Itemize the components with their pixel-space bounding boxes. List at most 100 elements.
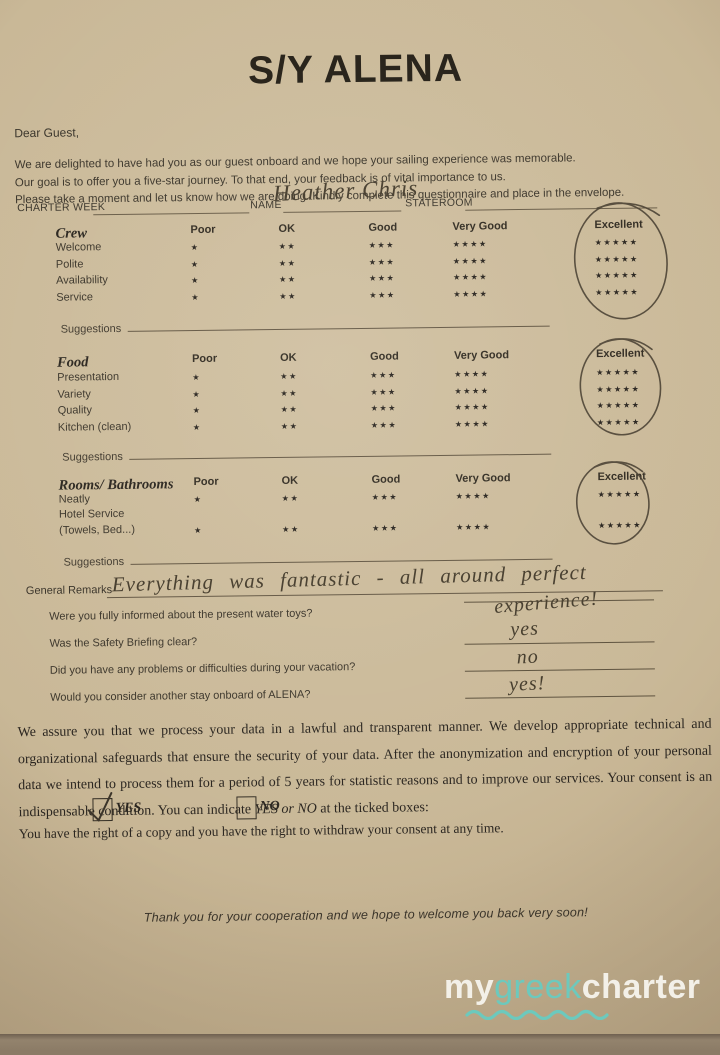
stars-good: ★★★ — [370, 420, 398, 431]
row-label-availability: Availability — [56, 274, 108, 287]
general-remarks-label: General Remarks — [25, 584, 113, 598]
stars-very-good: ★★★★ — [454, 402, 490, 413]
stars-poor: ★ — [192, 406, 202, 416]
stars-excellent: ★★★★★ — [596, 384, 641, 394]
stars-very-good: ★★★★ — [456, 521, 492, 532]
background-surface — [0, 1034, 720, 1051]
row-label-towels-bed: (Towels, Bed...) — [59, 523, 136, 537]
stars-ok: ★★ — [278, 242, 297, 252]
section-title-food: Food — [56, 354, 89, 371]
stars-poor: ★ — [193, 494, 203, 504]
logo-part-charter: charter — [581, 968, 701, 1006]
stars-excellent: ★★★★★ — [596, 367, 641, 377]
answer-blank — [465, 695, 656, 699]
question-another-stay: Would you consider another stay onboard … — [50, 688, 311, 704]
stars-ok: ★★ — [280, 388, 299, 398]
stars-poor: ★ — [192, 389, 202, 399]
stars-ok: ★★ — [280, 371, 298, 381]
name-blank — [283, 210, 402, 213]
stars-excellent: ★★★★★ — [594, 254, 639, 264]
column-header-good: Good — [369, 350, 399, 363]
salutation: Dear Guest, — [14, 125, 80, 141]
question-problems: Did you have any problems or difficultie… — [49, 661, 356, 677]
stars-excellent: ★★★★★ — [595, 287, 640, 297]
stars-ok: ★★ — [281, 493, 300, 503]
stars-excellent: ★★★★★ — [595, 270, 639, 281]
stars-ok: ★★ — [280, 405, 299, 415]
thank-you-line: Thank you for your cooperation and we ho… — [143, 905, 588, 925]
row-label-quality: Quality — [57, 404, 93, 418]
logo-part-my: my — [444, 968, 495, 1006]
column-header-very-good: Very Good — [453, 349, 510, 362]
question-safety-briefing: Was the Safety Briefing clear? — [49, 636, 198, 650]
food-rating-table: Food Poor OK Good Very Good Excellent Pr… — [47, 347, 708, 439]
handwritten-name: Heather Chris — [272, 175, 419, 206]
row-label-presentation: Presentation — [57, 370, 120, 384]
stars-ok: ★★ — [279, 274, 297, 285]
stars-very-good: ★★★★ — [452, 256, 489, 266]
answer-blank — [464, 641, 655, 645]
stars-excellent: ★★★★★ — [594, 237, 639, 248]
page-title: S/Y ALENA — [247, 46, 464, 93]
question-water-toys: Were you fully informed about the presen… — [49, 607, 313, 623]
rooms-rating-table: Rooms/ Bathrooms Poor OK Good Very Good … — [48, 470, 709, 540]
stars-good: ★★★ — [370, 403, 398, 414]
stars-good: ★★★ — [368, 257, 396, 267]
crew-suggestions: Suggestions — [60, 313, 550, 336]
no-checkbox-label: NO — [259, 799, 280, 815]
stars-very-good: ★★★★ — [452, 239, 488, 250]
stars-very-good: ★★★★ — [453, 288, 489, 299]
stars-excellent: ★★★★★ — [596, 400, 641, 411]
stars-very-good: ★★★★ — [454, 369, 490, 379]
stars-excellent: ★★★★★ — [597, 489, 642, 499]
stars-poor: ★ — [190, 259, 200, 269]
row-label-service: Service — [56, 290, 94, 304]
stars-poor: ★ — [194, 525, 203, 535]
suggestions-label: Suggestions — [60, 322, 122, 336]
no-checkbox — [236, 796, 257, 820]
stars-poor: ★ — [192, 423, 202, 433]
stars-good: ★★★ — [369, 290, 396, 300]
stars-poor: ★ — [190, 243, 200, 253]
suggestions-label: Suggestions — [63, 555, 125, 569]
suggestions-blank — [127, 313, 550, 332]
handwritten-answer-yes: yes — [509, 617, 540, 641]
stars-good: ★★★ — [370, 370, 397, 380]
stars-ok: ★★ — [278, 258, 297, 268]
stars-excellent: ★★★★★ — [596, 417, 641, 428]
stars-very-good: ★★★★ — [454, 419, 491, 430]
handwritten-answer-yes2: yes! — [508, 672, 546, 696]
stars-good: ★★★ — [369, 273, 396, 284]
stars-ok: ★★ — [279, 291, 297, 301]
row-label-polite: Polite — [55, 258, 84, 271]
stateroom-blank — [465, 207, 658, 211]
stars-very-good: ★★★★ — [455, 490, 491, 501]
row-label-hotel-service: Hotel Service — [58, 507, 125, 521]
stars-very-good: ★★★★ — [453, 272, 489, 283]
stars-poor: ★ — [191, 292, 201, 302]
yes-checkbox — [92, 798, 113, 822]
row-label-neatly: Neatly — [58, 492, 91, 506]
column-header-poor: Poor — [191, 352, 218, 366]
row-label-welcome: Welcome — [55, 241, 102, 255]
crew-rating-table: Crew Poor OK Good Very Good Excellent We… — [45, 218, 706, 308]
yes-checkbox-label: YES — [115, 800, 142, 817]
stars-ok: ★★ — [280, 421, 299, 432]
stars-poor: ★ — [192, 372, 202, 382]
row-label-kitchen: Kitchen (clean) — [57, 420, 132, 434]
stars-poor: ★ — [191, 276, 200, 286]
stars-excellent: ★★★★★ — [598, 520, 643, 530]
row-label-variety: Variety — [57, 387, 91, 401]
column-header-poor: Poor — [190, 223, 216, 237]
stars-good: ★★★ — [371, 492, 399, 502]
column-header-excellent: Excellent — [594, 218, 643, 232]
logo-wave-icon — [465, 1009, 609, 1020]
stars-ok: ★★ — [282, 524, 300, 534]
charter-week-blank — [93, 212, 250, 216]
mygreekcharter-logo: mygreekcharter — [444, 968, 700, 1007]
suggestions-blank — [128, 441, 551, 460]
logo-part-greek: greek — [494, 968, 582, 1006]
